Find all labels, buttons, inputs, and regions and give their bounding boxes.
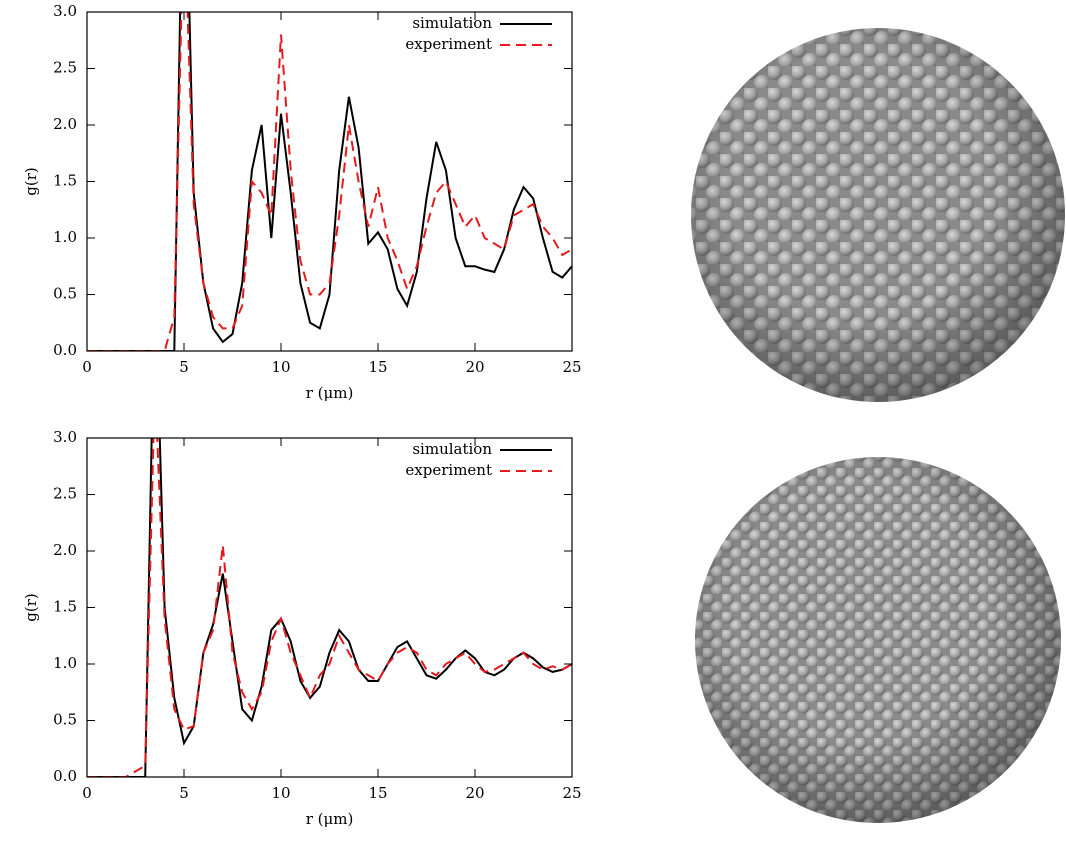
x-tick-label: 25 (562, 784, 581, 802)
x-tick-label: 0 (82, 358, 92, 376)
y-axis-label: g(r) (22, 593, 40, 621)
sphere-top (691, 28, 1065, 402)
y-axis-label: g(r) (22, 167, 40, 195)
x-tick-label: 15 (368, 784, 387, 802)
y-tick-label: 0.0 (53, 341, 77, 359)
x-tick-label: 25 (562, 358, 581, 376)
legend-label: experiment (405, 461, 492, 479)
x-tick-label: 10 (271, 784, 290, 802)
x-axis-label: r (μm) (306, 384, 354, 402)
x-tick-label: 15 (368, 358, 387, 376)
y-tick-label: 2.5 (53, 485, 77, 503)
sphere-bottom (695, 457, 1061, 823)
x-tick-label: 5 (179, 784, 189, 802)
y-tick-label: 2.5 (53, 59, 77, 77)
y-tick-label: 1.5 (53, 172, 77, 190)
y-tick-label: 3.0 (53, 2, 77, 20)
plot-frame (86, 437, 573, 778)
data-line (87, 438, 572, 777)
y-tick-label: 0.5 (53, 711, 77, 729)
y-tick-label: 2.0 (53, 541, 77, 559)
x-axis-label: r (μm) (306, 810, 354, 828)
y-tick-label: 0.5 (53, 285, 77, 303)
chart: 0.0 0.5 1.0 1.5 2.0 2.5 3.0 0 5 10 15 20 25 r (μm) g(r… (22, 2, 582, 402)
legend-label: experiment (405, 35, 492, 53)
chart: 0.0 0.5 1.0 1.5 2.0 2.5 3.0 0 5 10 15 20 25 r (μm) g(r… (22, 428, 582, 828)
y-tick-label: 2.0 (53, 115, 77, 133)
data-line (87, 12, 572, 351)
x-tick-label: 20 (465, 358, 484, 376)
y-tick-label: 3.0 (53, 428, 77, 446)
x-tick-label: 10 (271, 358, 290, 376)
data-line (87, 438, 572, 777)
y-tick-label: 1.0 (53, 228, 77, 246)
legend-label: simulation (412, 14, 492, 32)
x-tick-label: 0 (82, 784, 92, 802)
y-tick-label: 1.5 (53, 598, 77, 616)
data-line (87, 12, 572, 351)
x-tick-label: 5 (179, 358, 189, 376)
y-tick-label: 1.0 (53, 654, 77, 672)
y-tick-label: 0.0 (53, 767, 77, 785)
plot-frame (86, 11, 573, 352)
x-tick-label: 20 (465, 784, 484, 802)
legend-label: simulation (412, 440, 492, 458)
